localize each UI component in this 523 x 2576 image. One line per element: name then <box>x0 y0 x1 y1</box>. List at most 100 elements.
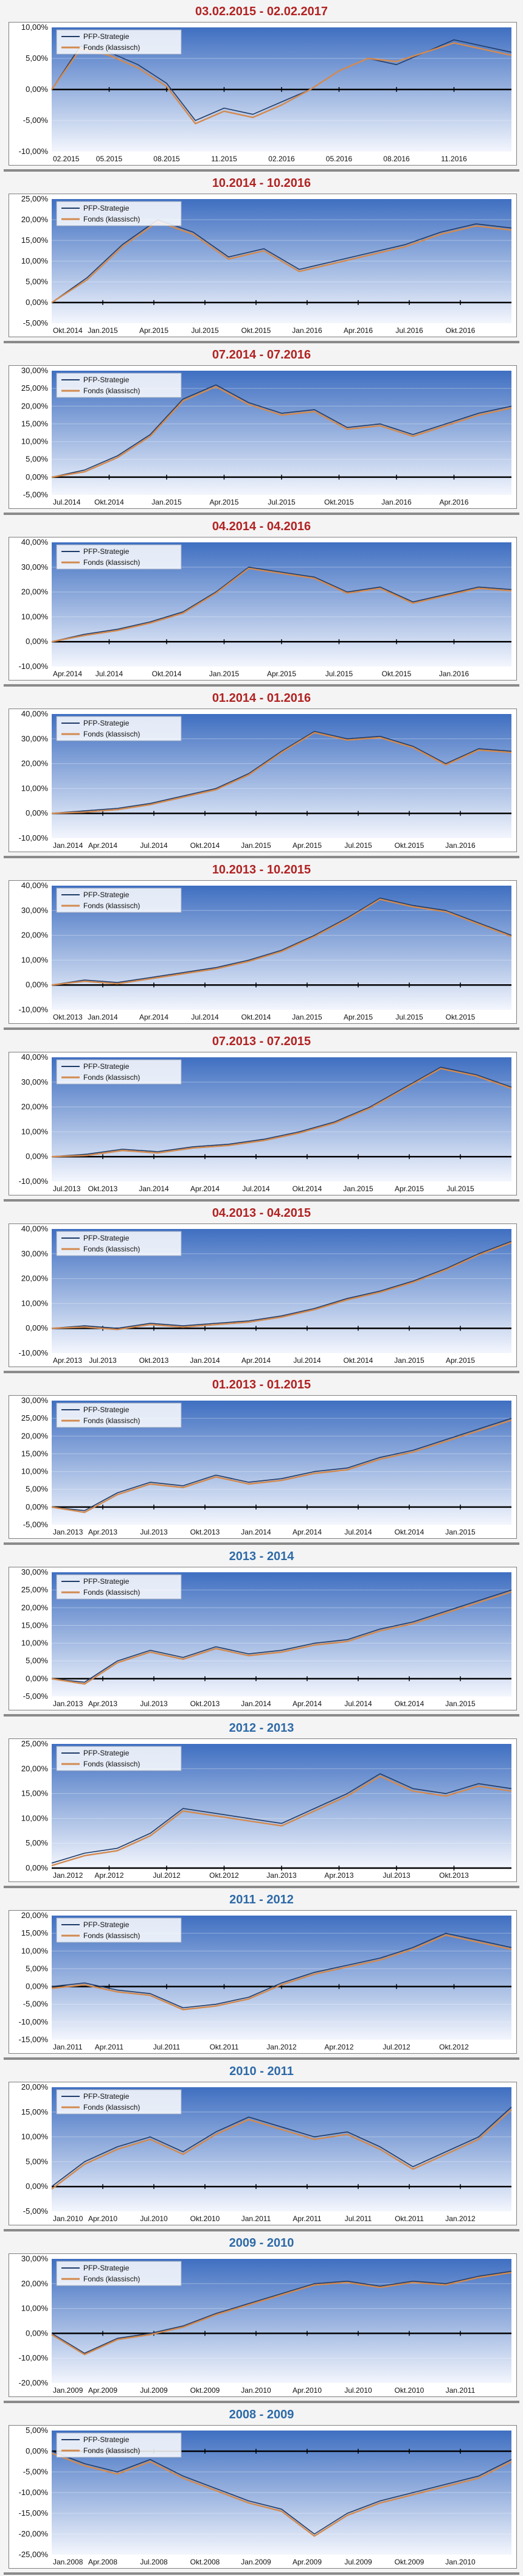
y-tick-label: 30,00% <box>21 562 49 572</box>
x-tick-label: Okt.2014 <box>395 1699 424 1708</box>
x-tick-label: Apr.2014 <box>293 1699 322 1708</box>
x-tick-label: Okt.2011 <box>210 2043 239 2051</box>
x-tick-label: Jul.2014 <box>191 1013 219 1021</box>
x-tick-label: Apr.2015 <box>446 1356 475 1365</box>
chart-panel: 2012 - 2013 25,00% 20,00% 15,00% 10,00% 5,00%… <box>4 1717 519 1888</box>
y-tick-label: 20,00% <box>21 1911 49 1920</box>
legend-label-fund: Fonds (klassisch) <box>83 1073 140 1082</box>
y-tick-label: 30,00% <box>21 1249 49 1258</box>
y-tick-label: 40,00% <box>21 709 49 718</box>
chart-svg: 40,00% 30,00% 20,00% 10,00% 0,00% -10,00% Okt.… <box>19 881 512 1021</box>
legend: PFP-Strategie Fonds (klassisch) <box>56 2261 182 2286</box>
y-tick-label: 30,00% <box>21 1077 49 1087</box>
x-tick-label: Apr.2014 <box>190 1185 220 1193</box>
chart-title: 10.2014 - 10.2016 <box>212 177 311 190</box>
x-tick-label: Okt.2016 <box>446 326 476 335</box>
legend-label-strategy: PFP-Strategie <box>83 204 130 212</box>
x-tick-label: Apr.2012 <box>324 2043 353 2051</box>
series-line-strategy <box>51 897 512 985</box>
x-tick-label: Apr.2015 <box>209 498 238 506</box>
x-tick-label: Jul.2011 <box>153 2043 181 2051</box>
chart-area: 5,00% 0,00% -5,00% -10,00% -15,00% -20,00% -25… <box>9 2425 517 2569</box>
chart-area: 10,00% 5,00% 0,00% -5,00% -10,00% 02.2015 05.2… <box>9 22 517 166</box>
chart-title: 2008 - 2009 <box>229 2408 294 2421</box>
legend-label-fund: Fonds (klassisch) <box>83 558 140 567</box>
x-tick-label: Jan.2014 <box>190 1356 220 1365</box>
legend-label-strategy: PFP-Strategie <box>83 1577 130 1586</box>
legend-box <box>56 2261 182 2286</box>
y-tick-label: 0,00% <box>26 2328 48 2337</box>
chart-title: 07.2013 - 07.2015 <box>212 1035 311 1048</box>
x-tick-label: Apr.2014 <box>53 670 82 678</box>
y-tick-label: -5,00% <box>23 2000 49 2009</box>
chart-title: 2011 - 2012 <box>229 1893 294 1906</box>
legend-label-strategy: PFP-Strategie <box>83 1234 130 1242</box>
chart-title: 2013 - 2014 <box>229 1550 294 1563</box>
y-tick-label: 15,00% <box>21 1928 49 1937</box>
legend: PFP-Strategie Fonds (klassisch) <box>56 887 182 913</box>
legend: PFP-Strategie Fonds (klassisch) <box>56 1231 182 1256</box>
legend: PFP-Strategie Fonds (klassisch) <box>56 716 182 741</box>
series-line-strategy <box>51 2270 512 2354</box>
legend-box <box>56 887 182 913</box>
y-tick-label: -10,00% <box>19 1348 49 1357</box>
series-line-strategy <box>51 2451 512 2535</box>
legend-label-strategy: PFP-Strategie <box>83 2092 130 2101</box>
y-tick-label: 30,00% <box>21 1567 49 1577</box>
chart-title: 10.2013 - 10.2015 <box>212 863 311 877</box>
legend-box <box>56 544 182 570</box>
y-tick-label: 10,00% <box>21 783 49 793</box>
legend: PFP-Strategie Fonds (klassisch) <box>56 1402 182 1428</box>
chart-panel: 04.2014 - 04.2016 40,00% 30,00% 20,00% 10,00… <box>4 515 519 687</box>
chart-panel: 2011 - 2012 20,00% 15,00% 10,00% 5,00% 0,00% -… <box>4 1888 519 2060</box>
y-tick-label: 15,00% <box>21 419 49 428</box>
x-tick-label: Jan.2009 <box>241 2558 271 2566</box>
x-tick-label: Okt.2015 <box>382 670 412 678</box>
chart-title: 2012 - 2013 <box>229 1721 294 1735</box>
legend-label-strategy: PFP-Strategie <box>83 719 130 727</box>
x-tick-label: Apr.2015 <box>139 326 168 335</box>
x-tick-label: Apr.2014 <box>139 1013 168 1021</box>
x-tick-label: Jan.2015 <box>445 1528 476 1536</box>
x-tick-label: Jan.2016 <box>439 670 469 678</box>
legend-label-fund: Fonds (klassisch) <box>83 901 140 910</box>
x-tick-label: Okt.2013 <box>53 1013 83 1021</box>
x-tick-label: Jan.2011 <box>446 2386 476 2395</box>
y-tick-label: -10,00% <box>19 1177 49 1186</box>
legend-box <box>56 29 182 55</box>
x-tick-label: Okt.2014 <box>94 498 124 506</box>
x-tick-label: Apr.2011 <box>95 2043 123 2051</box>
series-line-fund <box>51 1068 512 1158</box>
x-tick-label: Okt.2010 <box>190 2214 220 2223</box>
chart-panel: 10.2014 - 10.2016 25,00% 20,00% 15,00% 10,00… <box>4 172 519 343</box>
x-tick-label: 05.2015 <box>96 155 123 163</box>
chart-svg: 25,00% 20,00% 15,00% 10,00% 5,00% 0,00% -5,00%… <box>21 194 512 335</box>
y-tick-label: 15,00% <box>21 1620 49 1629</box>
legend: PFP-Strategie Fonds (klassisch) <box>56 201 182 226</box>
y-tick-label: 0,00% <box>26 1982 48 1991</box>
chart-title: 07.2014 - 07.2016 <box>212 348 311 362</box>
chart-svg: 5,00% 0,00% -5,00% -10,00% -15,00% -20,00% -25… <box>19 2426 512 2566</box>
legend-label-fund: Fonds (klassisch) <box>83 1588 140 1597</box>
x-tick-label: Apr.2014 <box>241 1356 271 1365</box>
y-tick-label: 0,00% <box>26 1863 48 1872</box>
y-tick-label: -10,00% <box>19 147 49 156</box>
x-tick-label: Jan.2010 <box>53 2214 83 2223</box>
y-tick-label: 0,00% <box>26 980 48 989</box>
legend-label-fund: Fonds (klassisch) <box>83 2275 140 2283</box>
y-tick-label: -10,00% <box>19 2017 49 2026</box>
x-tick-label: Apr.2013 <box>88 1699 117 1708</box>
x-tick-label: Okt.2015 <box>395 841 424 850</box>
y-tick-label: -10,00% <box>19 2488 49 2497</box>
y-tick-label: 25,00% <box>21 1585 49 1594</box>
y-tick-label: 10,00% <box>21 1298 49 1307</box>
x-tick-label: Jul.2013 <box>89 1356 117 1365</box>
legend-label-fund: Fonds (klassisch) <box>83 730 140 738</box>
legend-label-fund: Fonds (klassisch) <box>83 1760 140 1768</box>
y-tick-label: 25,00% <box>21 1413 49 1423</box>
y-tick-label: -5,00% <box>23 318 49 327</box>
x-tick-label: Apr.2015 <box>293 841 322 850</box>
y-tick-label: -10,00% <box>19 1005 49 1014</box>
chart-area: 20,00% 15,00% 10,00% 5,00% 0,00% -5,00% Jan.20… <box>9 2082 517 2225</box>
chart-svg: 30,00% 25,00% 20,00% 15,00% 10,00% 5,00% 0,00%… <box>21 1396 512 1536</box>
